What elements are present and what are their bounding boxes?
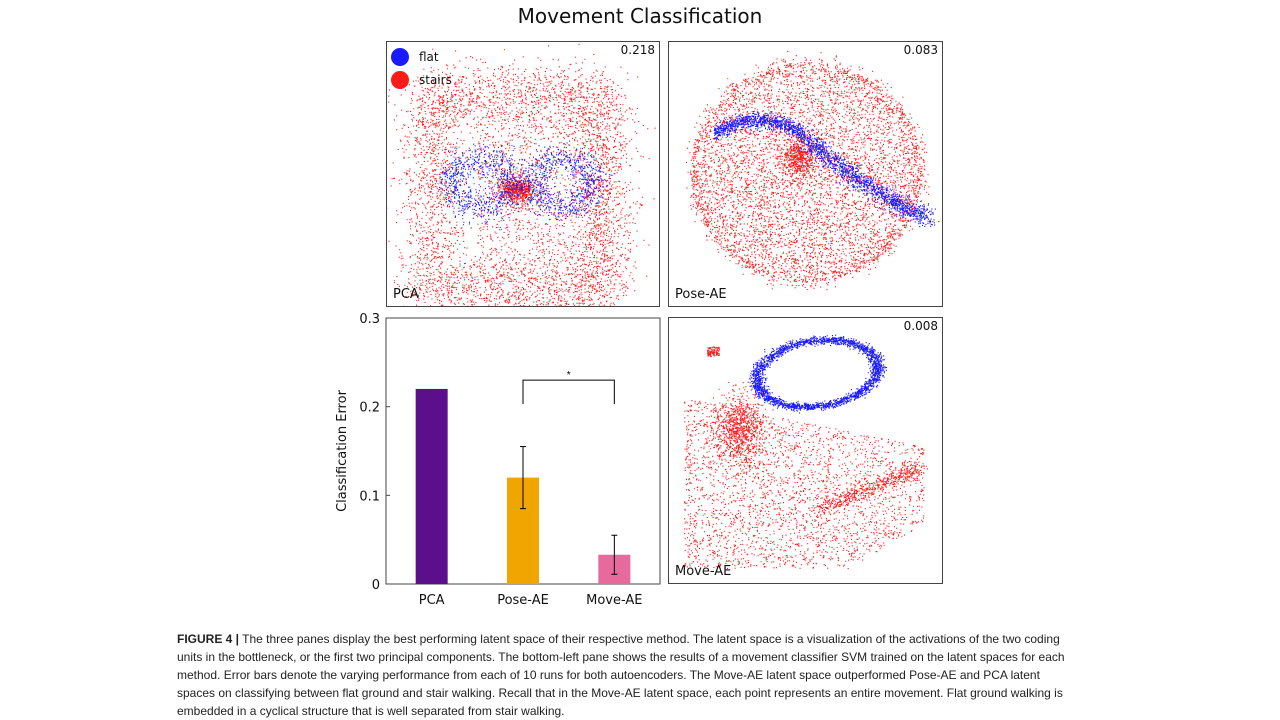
legend-stairs-label: stairs: [419, 72, 452, 87]
y-tick-label: 0: [372, 578, 380, 593]
move-ae-scatter-panel: 0.008 Move-AE: [668, 317, 943, 584]
y-tick-label: 0.3: [359, 312, 380, 327]
y-tick-label: 0.1: [359, 489, 380, 504]
move-ae-panel-label: Move-AE: [675, 564, 732, 579]
legend-stairs-marker: [391, 70, 409, 89]
move-ae-stairs-points: [684, 346, 928, 570]
caption-text: The three panes display the best perform…: [177, 632, 1065, 718]
legend-item-flat: flat: [391, 45, 452, 68]
legend-item-stairs: stairs: [391, 68, 452, 91]
pca-scatter-panel: flat stairs 0.218 PCA: [386, 41, 660, 307]
figure-caption: FIGURE 4 | The three panes display the b…: [177, 630, 1077, 720]
pca-flat-points: [432, 137, 612, 229]
pose-ae-score: 0.083: [903, 43, 938, 57]
x-tick-label: Pose-AE: [497, 593, 549, 608]
pca-score: 0.218: [620, 43, 655, 57]
x-tick-label: Move-AE: [586, 593, 642, 608]
move-ae-scatter-plot: [684, 334, 928, 570]
y-tick-label: 0.2: [359, 401, 380, 416]
pca-scatter-plot: [387, 43, 656, 306]
legend-flat-marker: [391, 47, 409, 66]
bar-chart-svg: 0 0.1 0.2 0.3 Classification Error PCA Pose-AE…: [335, 312, 661, 608]
caption-label: FIGURE 4 |: [177, 632, 240, 646]
legend-flat-label: flat: [419, 49, 439, 64]
pose-ae-flat-points: [714, 107, 940, 228]
move-ae-flat-points: [747, 334, 888, 414]
classification-error-chart: 0 0.1 0.2 0.3 Classification Error PCA Pose-AE…: [330, 308, 670, 618]
significance-marker: *: [567, 370, 571, 381]
y-axis-label: Classification Error: [335, 389, 350, 511]
bar-pca: [415, 388, 448, 584]
pose-ae-panel-label: Pose-AE: [675, 287, 727, 302]
pca-panel-label: PCA: [393, 287, 419, 302]
x-tick-label: PCA: [419, 593, 445, 608]
pose-ae-scatter-plot: [686, 51, 940, 291]
pose-ae-stairs-points: [686, 51, 930, 291]
figure-title: Movement Classification: [517, 4, 763, 28]
legend: flat stairs: [391, 45, 452, 91]
pose-ae-scatter-panel: 0.083 Pose-AE: [668, 41, 943, 307]
significance-bracket: [522, 379, 615, 405]
move-ae-score: 0.008: [903, 319, 938, 333]
